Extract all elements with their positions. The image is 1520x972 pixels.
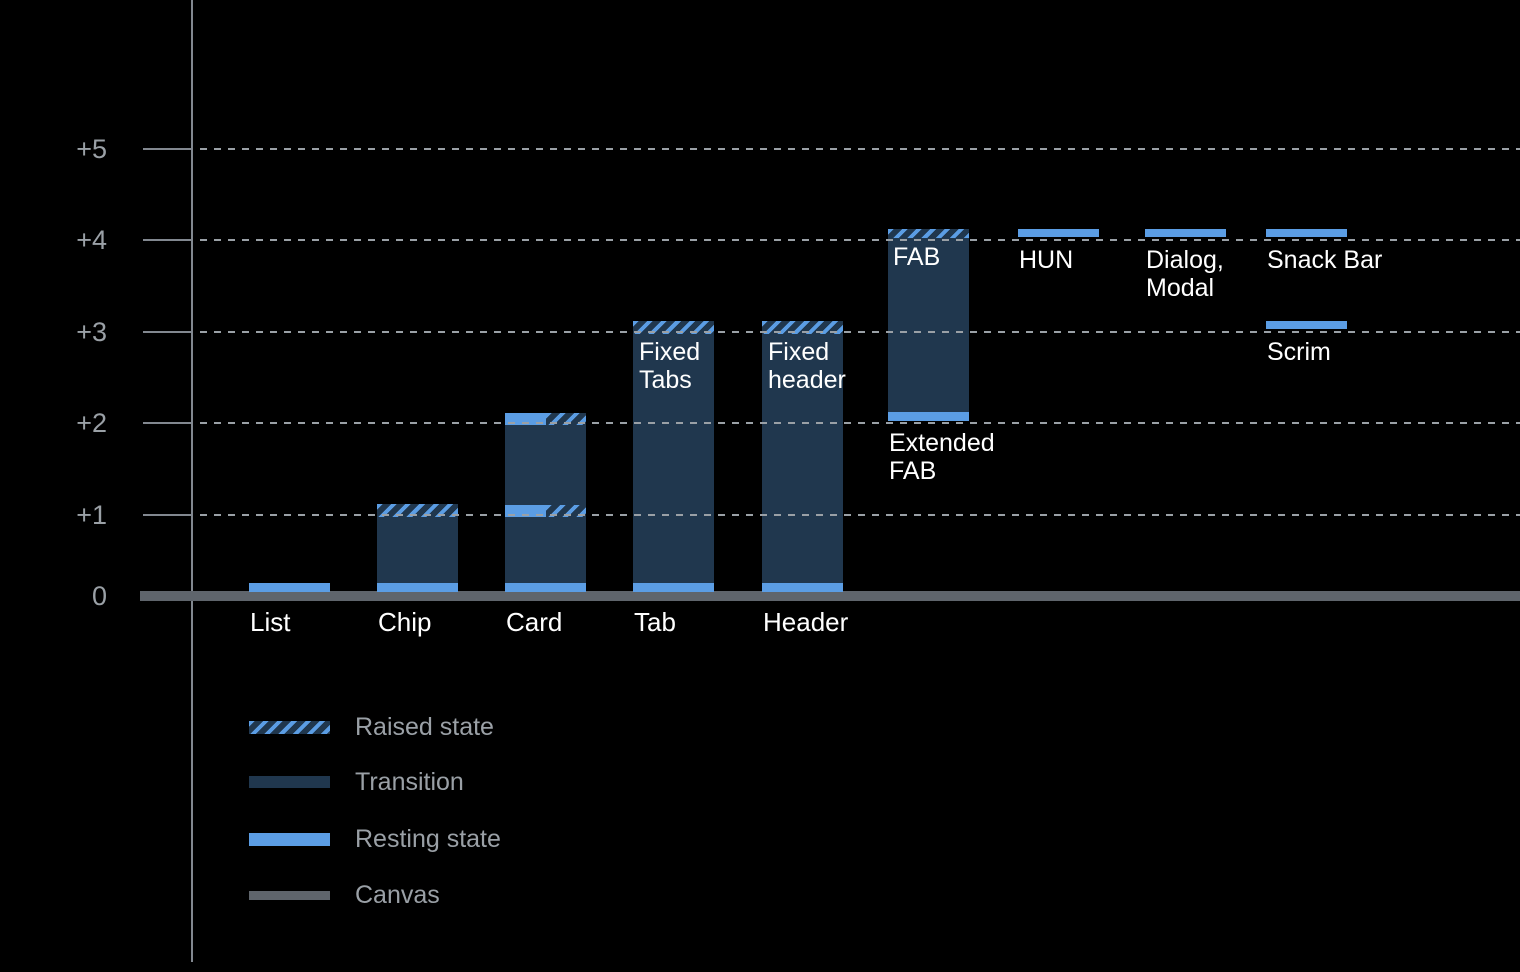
y-tick-label: +2 [76,408,107,438]
label-list: List [250,607,291,637]
bar-dialog-modal-resting-state [1145,229,1226,237]
y-tick-mark [143,513,193,516]
y-tick-label: +3 [76,316,107,347]
gridline-plus5 [200,147,1520,150]
y-tick-mark [143,147,193,150]
legend-label: Canvas [355,881,440,909]
y-tick-mark [143,422,193,424]
bar-tab-annotation: Fixed Tabs [639,337,701,394]
bar-chip-resting-state [377,583,458,592]
bar-card-resting-state [505,583,586,592]
legend-item-canvas: Canvas [249,881,440,909]
y-axis-line [191,0,193,962]
legend-item-resting-state: Resting state [249,825,501,853]
y-tick-label: +4 [76,225,107,255]
y-tick-mark [143,239,193,241]
bar-extended-fab-resting-state [888,412,969,421]
legend-label: Resting state [355,825,501,853]
y-tick-label: 0 [91,581,107,611]
label-header: Header [763,607,849,637]
transition-swatch [249,776,330,788]
bar-header-raised-cap [762,320,843,334]
bar-scrim-resting-state [1266,320,1347,329]
bar-hun-resting-state [1018,229,1099,237]
bar-chip-raised-cap [377,503,458,517]
canvas-swatch [249,890,330,900]
gridline-plus4 [200,239,1520,241]
label-snack-bar: Snack Bar [1267,246,1383,274]
legend-label: Transition [355,768,464,796]
y-tick-label: +1 [76,499,107,530]
y-tick-label: +5 [76,133,107,164]
gridline-plus1 [200,513,1520,516]
bar-chip-transition [377,516,458,592]
label-chip: Chip [378,607,432,637]
legend-item-raised-state: Raised state [249,713,494,741]
label-extended-fab: Extended FAB [889,429,995,485]
raised-swatch [249,720,330,734]
bar-list-resting-state [249,583,330,592]
label-dialog-modal: Dialog, Modal [1146,246,1224,302]
label-scrim: Scrim [1267,337,1331,366]
legend-label: Raised state [355,713,494,741]
canvas-baseline [140,591,1520,601]
legend-item-transition: Transition [249,768,464,796]
bar-header-resting-state [762,583,843,592]
y-tick-mark [143,330,193,333]
bar-header-annotation: Fixed header [768,337,846,394]
label-hun: HUN [1019,246,1074,274]
label-tab: Tab [634,607,676,637]
bar-tab-raised-cap [633,320,714,334]
resting-swatch [249,832,330,846]
bar-tab-resting-state [633,583,714,592]
label-card: Card [506,607,563,637]
bar-extended-fab-raised-cap [888,229,969,238]
bar-extended-fab-transition [888,238,969,421]
bar-tab-transition [633,333,714,592]
gridline-plus2 [200,422,1520,424]
bar-header-transition [762,333,843,592]
bar-snack-bar-resting-state [1266,229,1347,237]
bar-extended-fab-annotation: FAB [893,243,941,271]
gridline-plus3 [200,330,1520,333]
